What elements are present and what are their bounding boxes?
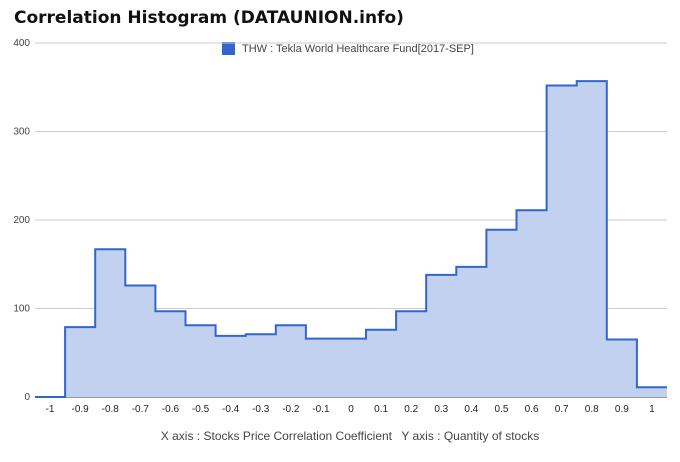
histogram-bin [216, 336, 246, 397]
series-fill [35, 81, 667, 397]
histogram-bin [607, 339, 637, 397]
x-tick-label: 0.2 [404, 404, 418, 415]
x-tick-label: -0.6 [162, 404, 180, 415]
histogram-bin [246, 334, 276, 397]
chart-title: Correlation Histogram (DATAUNION.info) [14, 8, 404, 28]
legend: THW : Tekla World Healthcare Fund[2017-S… [222, 42, 474, 55]
y-axis-caption: Y axis : Quantity of stocks [401, 429, 540, 443]
x-axis-caption: X axis : Stocks Price Correlation Coeffi… [160, 429, 393, 443]
histogram-bin [95, 249, 125, 397]
series-line [35, 80, 667, 398]
legend-swatch [222, 42, 235, 55]
histogram-bin [366, 330, 396, 397]
histogram-bin [306, 339, 336, 397]
x-tick-label: -0.4 [222, 404, 240, 415]
x-tick-label: 0.4 [464, 404, 478, 415]
x-tick-label: 0 [348, 404, 354, 415]
x-tick-label: 0.5 [495, 404, 509, 415]
histogram-bin [456, 267, 486, 397]
x-tick-label: -0.7 [132, 404, 150, 415]
histogram-bin [155, 311, 185, 397]
axis-caption: X axis : Stocks Price Correlation Coeffi… [0, 429, 680, 443]
y-tick-label: 200 [13, 215, 30, 226]
y-tick-label: 300 [13, 127, 30, 138]
x-tick-label: -0.2 [282, 404, 300, 415]
y-tick-label: 100 [13, 304, 30, 315]
x-tick-label: -0.3 [252, 404, 270, 415]
x-tick-label: 0.9 [615, 404, 629, 415]
histogram-area [35, 80, 667, 398]
histogram-bin [637, 387, 667, 397]
histogram-bin [426, 275, 456, 397]
histogram-bin [185, 325, 215, 397]
histogram-bin [547, 85, 577, 397]
x-tick-label: 0.6 [525, 404, 539, 415]
histogram-bin [336, 339, 366, 397]
histogram-bin [276, 325, 306, 397]
x-tick-label: -0.1 [312, 404, 330, 415]
x-tick-label: 0.3 [434, 404, 448, 415]
histogram-bin [517, 210, 547, 397]
x-tick-label: -0.9 [72, 404, 90, 415]
x-tick-label: -1 [46, 404, 55, 415]
y-tick-label: 0 [24, 392, 30, 403]
x-axis: -1 -0.9 -0.8 -0.7 -0.6 -0.5 -0.4 -0.3 -0.2 -0.1 0 0… [46, 404, 656, 415]
x-tick-label: 0.7 [555, 404, 569, 415]
y-axis: 0 100 200 300 400 [13, 38, 30, 403]
legend-label[interactable]: THW : Tekla World Healthcare Fund[2017-S… [242, 42, 474, 55]
x-tick-label: -0.5 [192, 404, 210, 415]
histogram-bin [577, 81, 607, 397]
x-tick-label: 0.8 [585, 404, 599, 415]
histogram-bin [65, 327, 95, 397]
y-tick-label: 400 [13, 38, 30, 49]
x-tick-label: -0.8 [102, 404, 120, 415]
x-tick-label: 0.1 [374, 404, 388, 415]
histogram-bin [396, 311, 426, 397]
histogram-bin [486, 230, 516, 397]
histogram-bin [125, 285, 155, 397]
x-tick-label: 1 [649, 404, 655, 415]
